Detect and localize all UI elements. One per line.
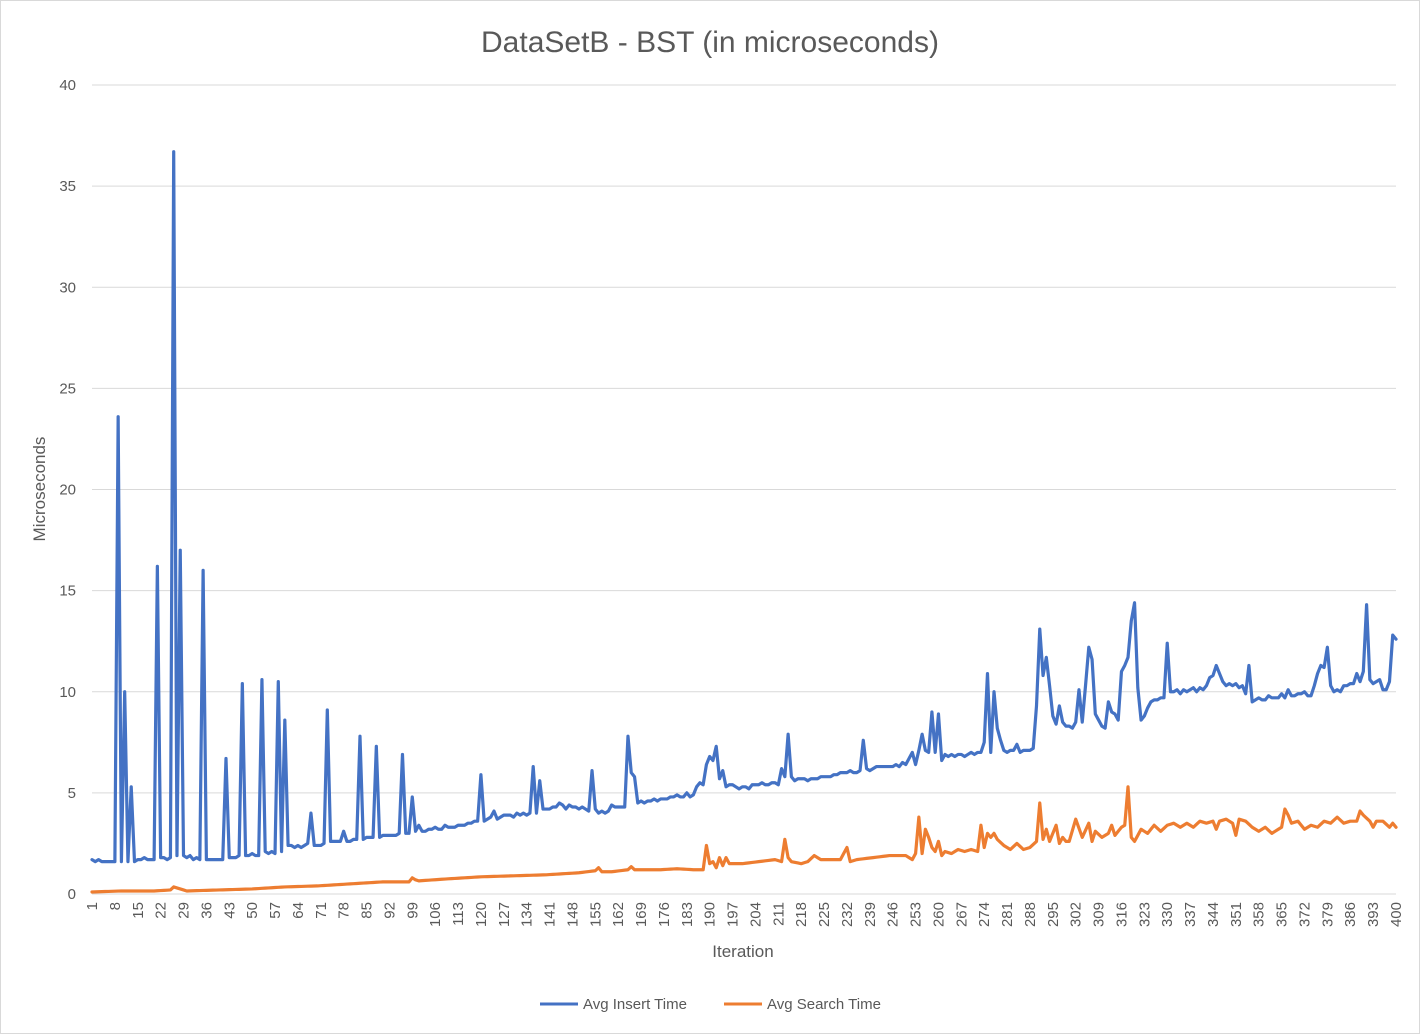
y-tick-label: 35 bbox=[59, 178, 76, 195]
x-axis-ticks: 1 8 15 22 29 36 43 50 57 64 71 78 85 92 99 106 113 120 127… bbox=[84, 902, 1405, 927]
x-tick-label: 8 bbox=[107, 902, 124, 910]
y-tick-label: 30 bbox=[59, 279, 76, 296]
x-tick-label: 309 bbox=[1091, 902, 1108, 927]
x-tick-label: 365 bbox=[1274, 902, 1291, 927]
y-tick-label: 15 bbox=[59, 583, 76, 600]
legend: Avg Insert Time Avg Search Time bbox=[540, 996, 881, 1013]
x-tick-label: 211 bbox=[770, 902, 787, 926]
x-tick-label: 260 bbox=[930, 902, 947, 927]
x-tick-label: 337 bbox=[1182, 902, 1199, 927]
x-tick-label: 288 bbox=[1022, 902, 1039, 927]
y-tick-label: 0 bbox=[68, 886, 76, 903]
x-tick-label: 36 bbox=[198, 902, 215, 919]
x-tick-label: 330 bbox=[1159, 902, 1176, 927]
y-tick-label: 20 bbox=[59, 482, 76, 499]
chart-title: DataSetB - BST (in microseconds) bbox=[481, 26, 939, 59]
x-tick-label: 281 bbox=[999, 902, 1016, 927]
x-tick-label: 64 bbox=[290, 902, 307, 919]
y-tick-label: 10 bbox=[59, 684, 76, 701]
x-tick-label: 393 bbox=[1365, 902, 1382, 927]
x-tick-label: 148 bbox=[564, 902, 581, 927]
x-tick-label: 190 bbox=[702, 902, 719, 927]
x-tick-label: 176 bbox=[656, 902, 673, 927]
x-tick-label: 253 bbox=[908, 902, 925, 927]
x-tick-label: 127 bbox=[496, 902, 513, 927]
x-tick-label: 106 bbox=[427, 902, 444, 927]
x-tick-label: 358 bbox=[1251, 902, 1268, 927]
x-tick-label: 43 bbox=[221, 902, 238, 919]
x-tick-label: 169 bbox=[633, 902, 650, 927]
y-axis-ticks: 0 5 10 15 20 25 30 35 40 bbox=[59, 77, 76, 903]
x-tick-label: 204 bbox=[747, 902, 764, 927]
x-tick-label: 246 bbox=[885, 902, 902, 927]
x-tick-label: 155 bbox=[587, 902, 604, 927]
x-tick-label: 120 bbox=[473, 902, 490, 927]
x-tick-label: 92 bbox=[381, 902, 398, 919]
legend-label-search: Avg Search Time bbox=[767, 996, 881, 1013]
series-lines bbox=[90, 150, 1398, 894]
y-tick-label: 25 bbox=[59, 380, 76, 397]
legend-label-insert: Avg Insert Time bbox=[583, 996, 687, 1013]
series-line-avg-insert-time bbox=[90, 150, 1398, 864]
x-tick-label: 71 bbox=[313, 902, 330, 919]
x-tick-label: 344 bbox=[1205, 902, 1222, 927]
x-tick-label: 218 bbox=[793, 902, 810, 927]
x-tick-label: 50 bbox=[244, 902, 261, 919]
x-tick-label: 351 bbox=[1228, 902, 1245, 927]
x-tick-label: 232 bbox=[839, 902, 856, 927]
x-tick-label: 400 bbox=[1388, 902, 1405, 927]
x-tick-label: 162 bbox=[610, 902, 627, 927]
x-tick-label: 197 bbox=[725, 902, 742, 927]
x-tick-label: 302 bbox=[1068, 902, 1085, 927]
x-tick-label: 316 bbox=[1113, 902, 1130, 927]
x-tick-label: 323 bbox=[1136, 902, 1153, 927]
x-tick-label: 225 bbox=[816, 902, 833, 927]
x-tick-label: 113 bbox=[450, 902, 467, 926]
x-tick-label: 386 bbox=[1342, 902, 1359, 927]
x-tick-label: 372 bbox=[1296, 902, 1313, 927]
x-axis-title: Iteration bbox=[712, 942, 773, 961]
x-tick-label: 99 bbox=[404, 902, 421, 919]
x-tick-label: 85 bbox=[359, 902, 376, 919]
y-tick-label: 40 bbox=[59, 77, 76, 94]
y-axis-title: Microseconds bbox=[30, 437, 49, 542]
x-tick-label: 134 bbox=[519, 902, 536, 927]
x-tick-label: 295 bbox=[1045, 902, 1062, 927]
x-tick-label: 141 bbox=[542, 902, 559, 927]
x-tick-label: 267 bbox=[953, 902, 970, 927]
x-tick-label: 274 bbox=[976, 902, 993, 927]
y-tick-label: 5 bbox=[68, 785, 76, 802]
x-tick-label: 379 bbox=[1319, 902, 1336, 927]
x-tick-label: 78 bbox=[336, 902, 353, 919]
x-tick-label: 1 bbox=[84, 902, 101, 910]
series-line-avg-search-time bbox=[90, 785, 1398, 894]
x-tick-label: 183 bbox=[679, 902, 696, 927]
x-tick-label: 29 bbox=[176, 902, 193, 919]
x-tick-label: 22 bbox=[153, 902, 170, 919]
x-tick-label: 57 bbox=[267, 902, 284, 919]
x-tick-label: 239 bbox=[862, 902, 879, 927]
x-tick-label: 15 bbox=[130, 902, 147, 919]
